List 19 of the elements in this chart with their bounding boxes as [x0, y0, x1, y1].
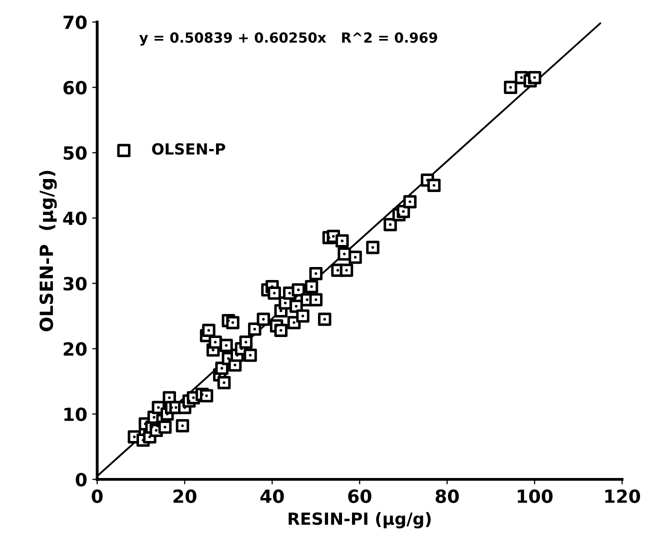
x-tick-label: 60: [348, 489, 372, 504]
x-axis-title: RESIN-PI (µg/g): [288, 512, 431, 528]
y-tick-label: 70: [64, 16, 87, 30]
x-tick-label: 0: [92, 489, 103, 504]
legend-label: OLSEN-P: [152, 143, 226, 155]
y-tick-label: 60: [63, 80, 87, 94]
x-tick-label: 40: [260, 489, 284, 504]
y-axis-title: OLSEN-P (µg/g): [39, 170, 57, 332]
y-tick-label: 30: [64, 276, 87, 290]
x-tick-label: 100: [518, 489, 553, 504]
x-tick-label: 20: [174, 489, 196, 504]
y-tick-label: 0: [76, 472, 87, 486]
y-tick-label: 10: [64, 407, 87, 422]
y-tick-label: 50: [64, 146, 87, 160]
x-tick-label: 120: [605, 489, 640, 504]
annotation: y = 0.50839 + 0.60250x R^2 = 0.969: [139, 32, 438, 46]
x-tick-label: 80: [436, 489, 459, 504]
y-tick-label: 20: [64, 342, 87, 356]
y-tick-label: 40: [63, 212, 87, 226]
